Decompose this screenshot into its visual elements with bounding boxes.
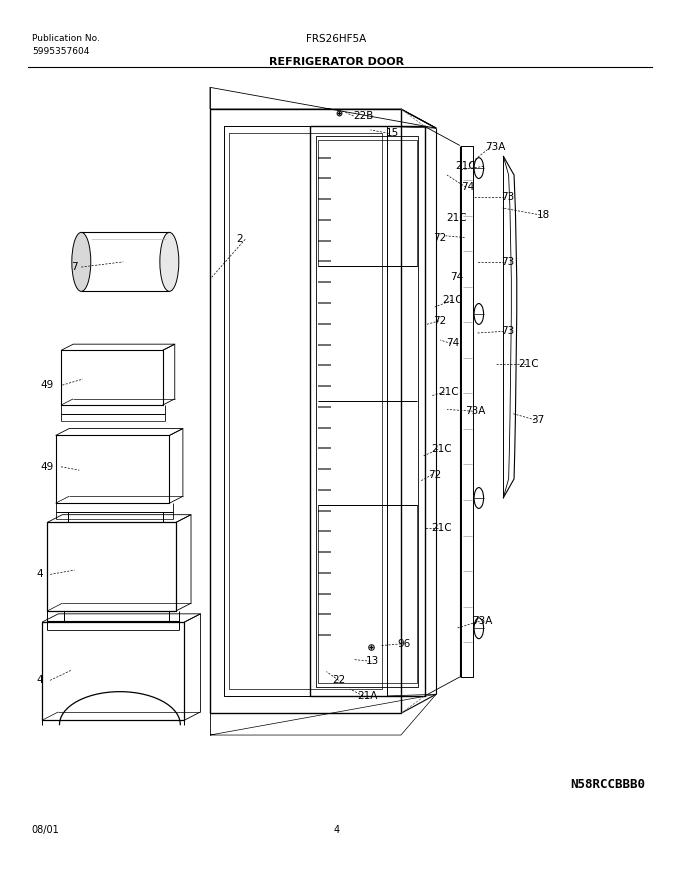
Text: 18: 18 [537, 210, 550, 220]
Text: 2: 2 [237, 234, 243, 244]
Ellipse shape [160, 233, 179, 292]
Text: 22: 22 [332, 675, 345, 685]
Text: 49: 49 [41, 462, 54, 472]
Text: 5995357604: 5995357604 [32, 46, 89, 56]
Text: 73A: 73A [472, 617, 492, 626]
Text: 72: 72 [434, 316, 447, 326]
Text: 21A: 21A [357, 691, 377, 701]
Text: 4: 4 [334, 825, 340, 835]
Ellipse shape [72, 233, 91, 292]
Text: 73A: 73A [465, 406, 486, 416]
Text: 22B: 22B [354, 111, 374, 121]
Text: 21C: 21C [518, 360, 539, 369]
Text: 21C: 21C [431, 444, 452, 455]
Text: 73: 73 [501, 192, 515, 202]
Text: 37: 37 [531, 415, 545, 425]
Text: Publication No.: Publication No. [32, 34, 100, 44]
Text: 21C: 21C [442, 295, 462, 305]
Text: 08/01: 08/01 [32, 825, 60, 835]
Text: 21C: 21C [446, 213, 466, 224]
Text: FRS26HF5A: FRS26HF5A [307, 34, 367, 44]
Text: 74: 74 [450, 273, 463, 282]
Text: N58RCCBBB0: N58RCCBBB0 [570, 779, 645, 792]
Text: 74: 74 [446, 339, 459, 348]
Text: 15: 15 [386, 128, 399, 138]
Text: 21C: 21C [455, 161, 475, 172]
Text: 21C: 21C [438, 387, 459, 397]
Text: 72: 72 [434, 233, 447, 242]
Text: 49: 49 [41, 380, 54, 390]
Text: 73: 73 [501, 257, 515, 267]
Text: 4: 4 [36, 570, 43, 579]
Text: 73A: 73A [486, 142, 506, 152]
Text: 21C: 21C [431, 523, 452, 532]
Text: 72: 72 [428, 469, 441, 480]
Text: REFRIGERATOR DOOR: REFRIGERATOR DOOR [269, 57, 404, 67]
Text: 73: 73 [501, 327, 515, 336]
Text: 7: 7 [71, 262, 78, 272]
Text: 96: 96 [398, 638, 411, 649]
Text: 4: 4 [36, 675, 43, 685]
Text: 13: 13 [366, 656, 379, 666]
Text: 74: 74 [460, 182, 474, 192]
